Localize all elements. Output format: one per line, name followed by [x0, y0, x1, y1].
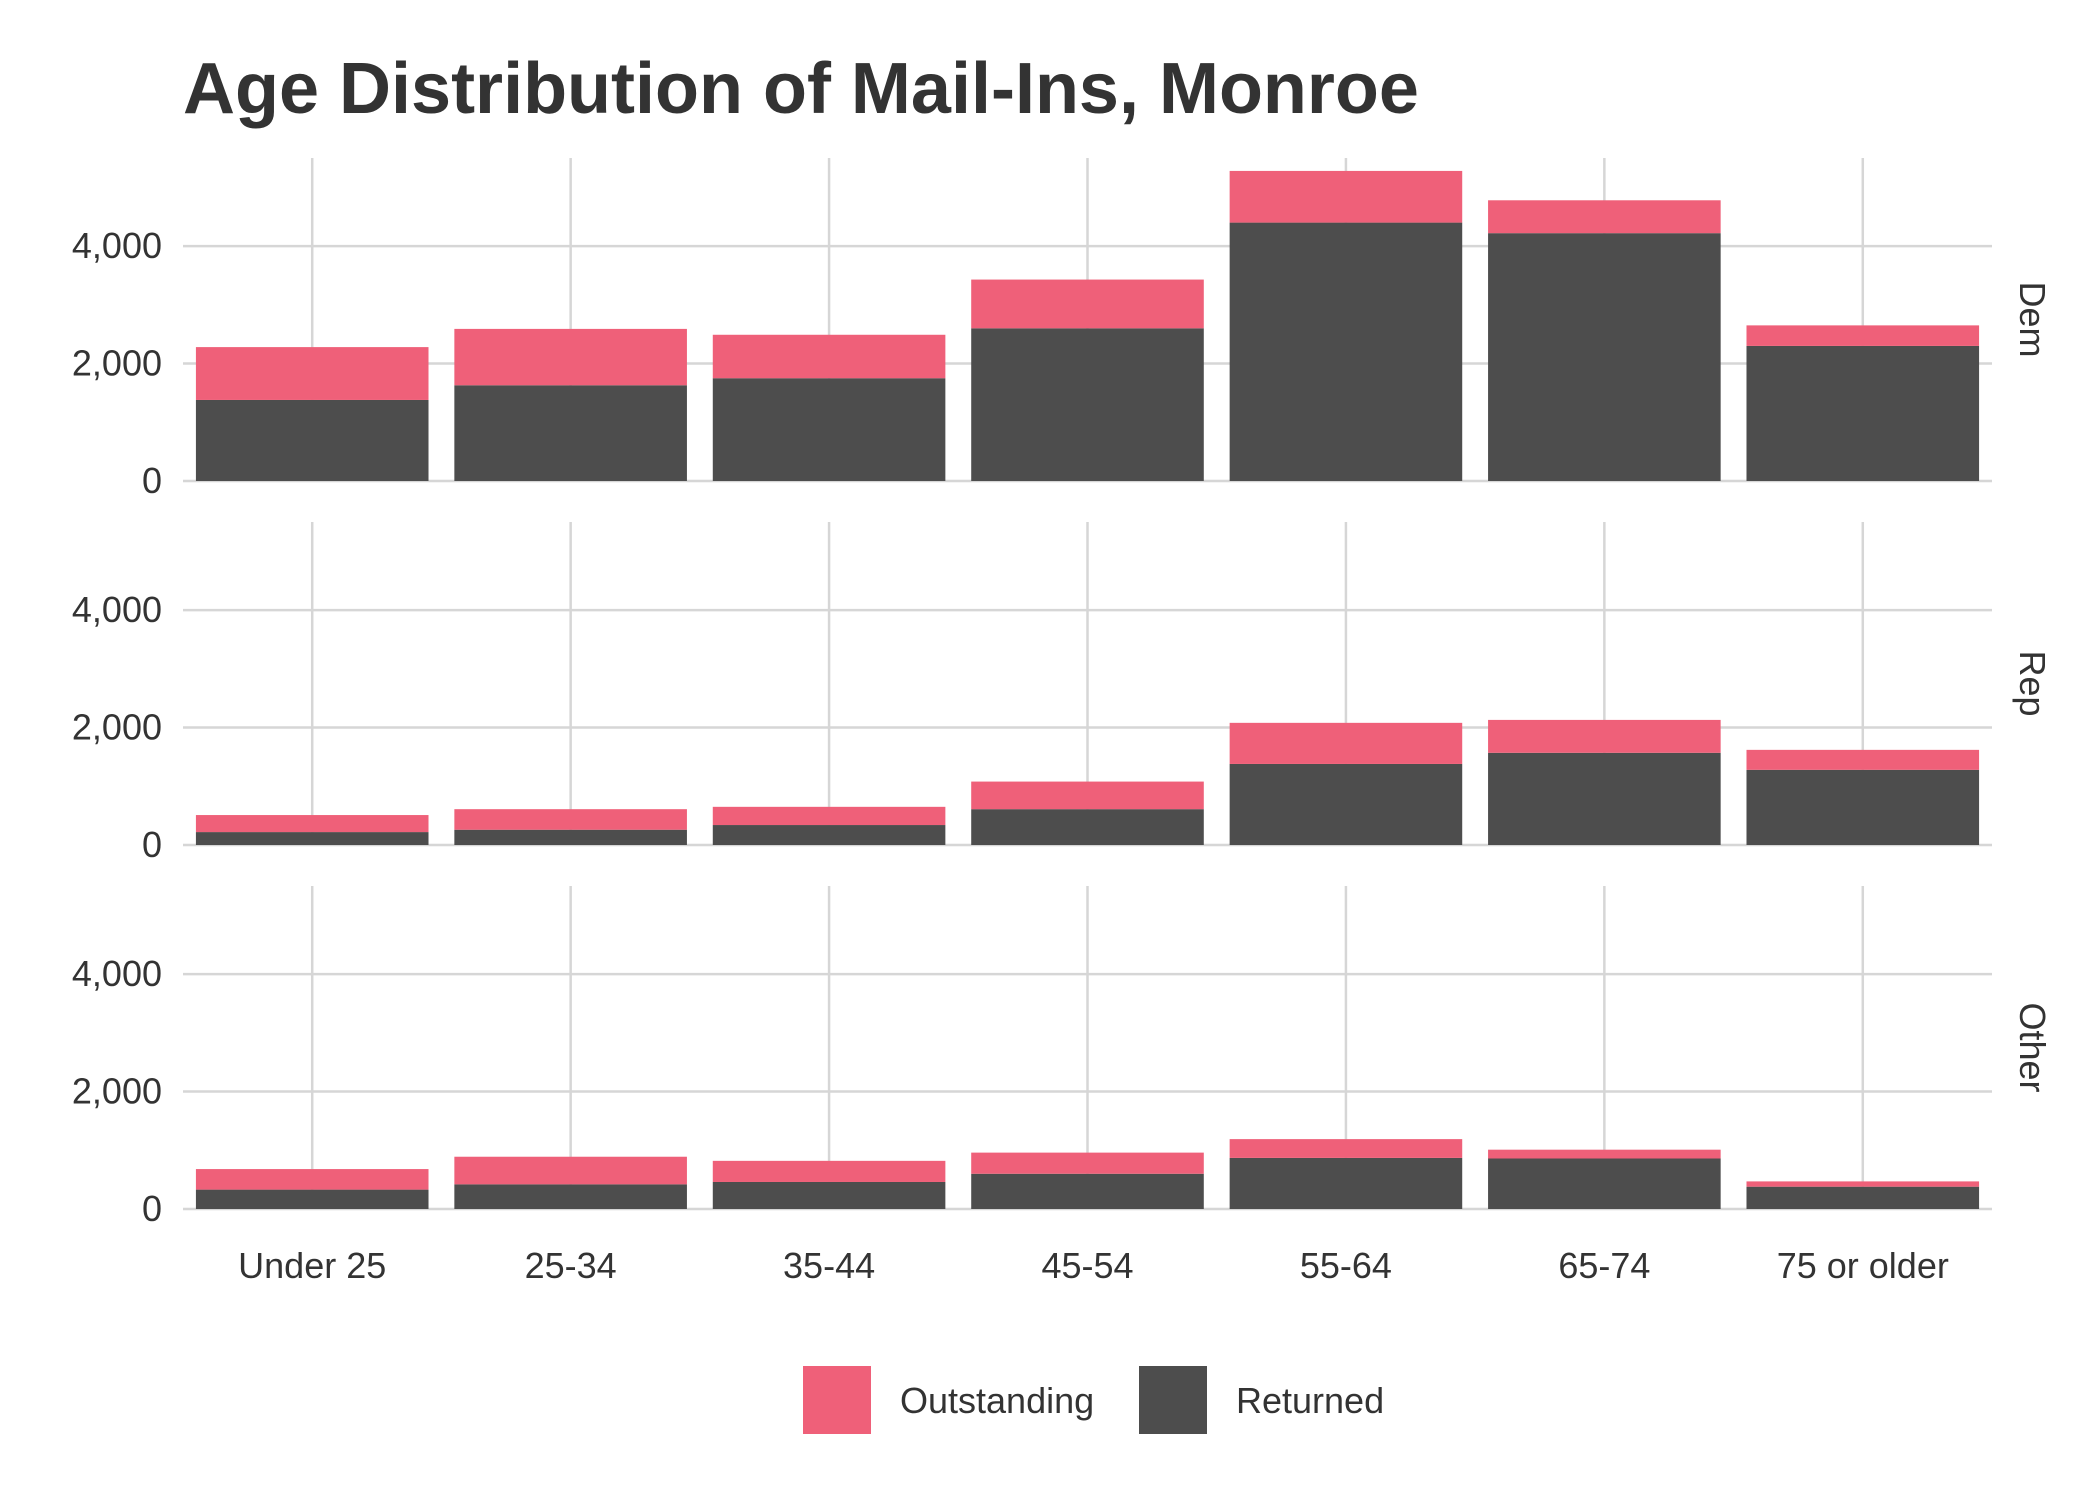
- facet-label-other: Other: [2012, 1002, 2053, 1092]
- bar-other-returned-6: [1746, 1186, 1980, 1209]
- bar-dem-returned-4: [1229, 222, 1463, 481]
- y-tick-label-other-4000: 4,000: [72, 953, 162, 994]
- bar-rep-outstanding-1: [454, 809, 687, 830]
- labels-layer: 0 2,000 4,000 Dem 0 2,000 4,000 Rep 0 2,000 4,000 O…: [72, 225, 2053, 1286]
- chart-title: Age Distribution of Mail-Ins, Monroe: [183, 49, 1419, 129]
- bar-rep-outstanding-5: [1488, 719, 1721, 753]
- bar-rep-returned-6: [1746, 769, 1980, 845]
- bar-rep-outstanding-0: [195, 815, 429, 833]
- bar-rep-outstanding-4: [1229, 722, 1463, 764]
- bar-rep-returned-5: [1488, 752, 1721, 845]
- bar-dem-returned-0: [195, 399, 429, 481]
- y-tick-label-rep-0: 0: [142, 824, 162, 865]
- bar-other-outstanding-4: [1229, 1139, 1463, 1158]
- bar-other-returned-3: [971, 1173, 1204, 1209]
- legend-label-outstanding: Outstanding: [900, 1380, 1094, 1421]
- bar-rep-outstanding-2: [712, 806, 946, 826]
- bar-other-returned-0: [195, 1189, 429, 1209]
- y-tick-label-dem-2000: 2,000: [72, 343, 162, 384]
- bar-dem-outstanding-4: [1229, 170, 1463, 223]
- x-tick-label-0: Under 25: [238, 1245, 386, 1286]
- x-tick-label-2: 35-44: [783, 1245, 875, 1286]
- bar-other-outstanding-6: [1746, 1181, 1980, 1187]
- bar-other-outstanding-1: [454, 1156, 687, 1185]
- bar-rep-returned-0: [195, 832, 429, 845]
- bar-dem-outstanding-6: [1746, 325, 1980, 346]
- bar-other-returned-1: [454, 1184, 687, 1209]
- bar-dem-returned-2: [712, 378, 946, 481]
- bar-other-outstanding-3: [971, 1152, 1204, 1174]
- y-tick-label-rep-4000: 4,000: [72, 589, 162, 630]
- bar-rep-returned-4: [1229, 763, 1463, 845]
- legend-key-outstanding: [803, 1366, 871, 1434]
- x-tick-label-1: 25-34: [525, 1245, 617, 1286]
- legend-key-returned: [1139, 1366, 1207, 1434]
- bar-rep-outstanding-3: [971, 781, 1204, 810]
- bar-dem-outstanding-3: [971, 279, 1204, 329]
- bar-other-returned-5: [1488, 1158, 1721, 1209]
- bar-other-outstanding-2: [712, 1160, 946, 1182]
- bars-layer: [195, 170, 1980, 1209]
- bar-other-outstanding-5: [1488, 1149, 1721, 1159]
- x-tick-label-5: 65-74: [1558, 1245, 1650, 1286]
- bar-rep-returned-2: [712, 825, 946, 845]
- x-tick-label-3: 45-54: [1041, 1245, 1133, 1286]
- bar-dem-returned-1: [454, 385, 687, 481]
- bar-other-outstanding-0: [195, 1169, 429, 1190]
- bar-dem-outstanding-1: [454, 328, 687, 386]
- y-tick-label-dem-0: 0: [142, 460, 162, 501]
- bar-dem-outstanding-5: [1488, 200, 1721, 234]
- y-tick-label-dem-4000: 4,000: [72, 225, 162, 266]
- y-tick-label-rep-2000: 2,000: [72, 707, 162, 748]
- bar-other-returned-4: [1229, 1157, 1463, 1209]
- facet-label-rep: Rep: [2012, 650, 2053, 716]
- x-tick-label-4: 55-64: [1300, 1245, 1392, 1286]
- bar-rep-returned-1: [454, 829, 687, 845]
- bar-dem-returned-6: [1746, 345, 1980, 481]
- bar-dem-outstanding-0: [195, 347, 429, 400]
- x-tick-label-6: 75 or older: [1777, 1245, 1949, 1286]
- legend: Outstanding Returned: [803, 1366, 1384, 1434]
- bar-dem-returned-5: [1488, 233, 1721, 481]
- bar-dem-outstanding-2: [712, 334, 946, 379]
- bar-rep-outstanding-6: [1746, 749, 1980, 770]
- y-tick-label-other-0: 0: [142, 1188, 162, 1229]
- bar-other-returned-2: [712, 1181, 946, 1209]
- bar-dem-returned-3: [971, 328, 1204, 481]
- bar-rep-returned-3: [971, 809, 1204, 845]
- y-tick-label-other-2000: 2,000: [72, 1071, 162, 1112]
- facet-label-dem: Dem: [2012, 281, 2053, 357]
- legend-label-returned: Returned: [1236, 1380, 1384, 1421]
